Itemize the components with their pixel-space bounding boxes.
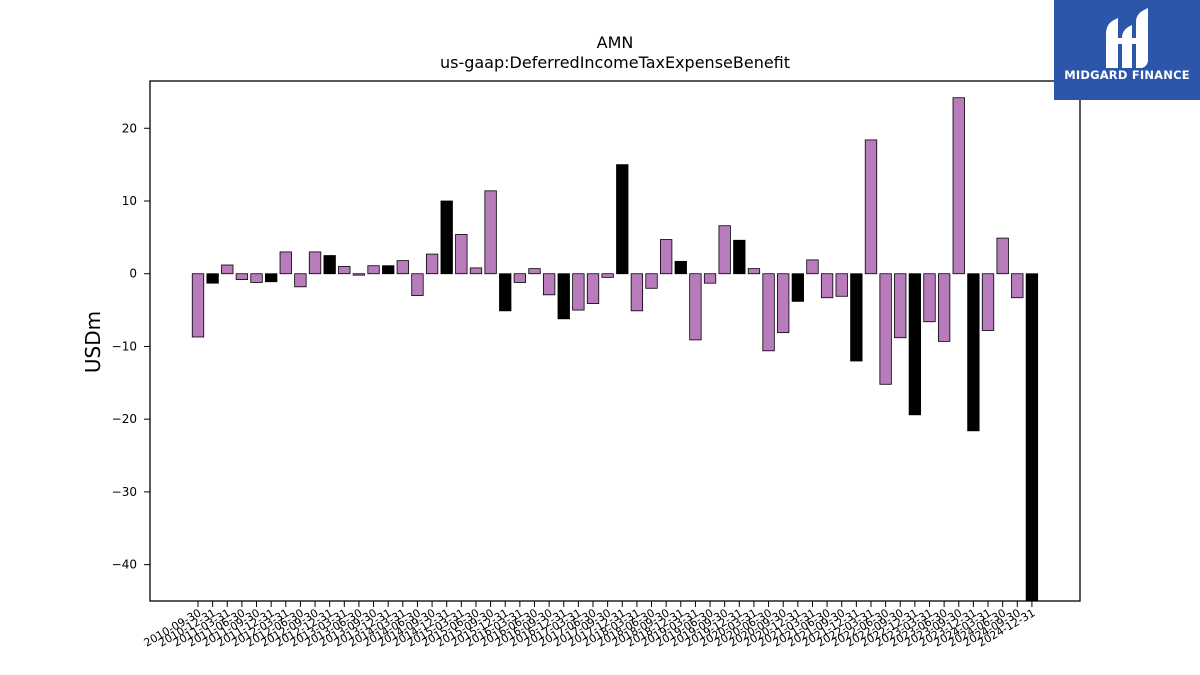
bars <box>191 97 1039 602</box>
bar-2021-12-31 <box>850 273 863 362</box>
bar-2021-03-31 <box>806 259 819 275</box>
plot-frame <box>149 80 1081 602</box>
bar-2019-06-30 <box>703 273 717 284</box>
chart-title: AMN <box>597 33 634 52</box>
bar-2014-12-31 <box>440 200 453 275</box>
midgard-finance-logo: MIDGARD FINANCE <box>1054 0 1200 100</box>
bar-2022-09-30 <box>894 273 907 339</box>
bar-2012-09-30 <box>308 251 322 275</box>
bar-2017-06-30 <box>586 273 600 304</box>
bar-2015-06-30 <box>469 267 483 275</box>
bar-2024-06-30 <box>996 237 1009 275</box>
bar-2012-03-31 <box>279 251 292 275</box>
bar-2015-12-31 <box>499 273 512 312</box>
bar-2022-06-30 <box>879 273 892 385</box>
y-tick-label: −30 <box>112 485 137 499</box>
bar-2021-09-30 <box>835 273 848 297</box>
bar-2023-12-31 <box>967 273 980 432</box>
bar-2019-12-31 <box>733 239 746 275</box>
y-ticks: −40 −30 −20 −10 0 10 20 <box>112 121 150 572</box>
y-tick-label: −20 <box>112 412 137 426</box>
bar-2011-03-31 <box>221 264 234 275</box>
bar-2011-09-30 <box>250 273 263 283</box>
bar-2015-03-31 <box>455 234 468 275</box>
bar-2018-06-30 <box>645 273 658 289</box>
y-tick-label: 10 <box>122 194 137 208</box>
bar-2021-06-30 <box>820 273 834 299</box>
bar-2016-06-30 <box>528 268 541 275</box>
y-tick-label: −40 <box>112 558 137 572</box>
bar-2020-09-30 <box>777 273 790 334</box>
bar-2020-12-31 <box>791 273 804 302</box>
midgard-logo-mark-icon <box>1106 8 1148 68</box>
bar-2022-03-31 <box>864 139 878 275</box>
bar-2020-06-30 <box>762 273 775 352</box>
bar-2020-03-31 <box>747 268 761 275</box>
bar-2024-09-30 <box>1011 273 1024 299</box>
y-axis-label: USDm <box>81 311 105 373</box>
bar-2016-12-31 <box>557 273 570 320</box>
bar-2012-12-31 <box>323 255 336 275</box>
bar-2013-12-31 <box>382 265 395 275</box>
bar-2018-09-30 <box>660 239 673 275</box>
y-tick-label: 0 <box>129 267 137 281</box>
bar-2013-03-31 <box>338 266 351 275</box>
bar-2019-03-31 <box>689 273 702 341</box>
bar-2015-09-30 <box>484 190 497 275</box>
bar-2023-09-30 <box>952 97 965 275</box>
y-tick-label: 20 <box>122 121 137 135</box>
bar-2016-03-31 <box>513 273 527 283</box>
chart-subtitle: us-gaap:DeferredIncomeTaxExpenseBenefit <box>440 53 790 72</box>
bar-2010-09-30 <box>191 273 205 338</box>
bar-2018-03-31 <box>630 273 644 312</box>
bar-2013-09-30 <box>367 265 380 275</box>
bar-2022-12-31 <box>908 273 922 416</box>
bar-2017-12-31 <box>616 164 629 275</box>
bar-2017-03-31 <box>572 273 585 311</box>
bar-2017-09-30 <box>601 273 614 278</box>
bar-2012-06-30 <box>294 273 307 288</box>
bar-2010-12-31 <box>206 273 219 284</box>
bar-2024-03-31 <box>981 273 995 331</box>
bar-2023-03-31 <box>923 273 936 323</box>
bar-2011-06-30 <box>235 273 249 280</box>
bar-2024-12-31 <box>1025 273 1039 602</box>
bar-2014-09-30 <box>425 253 439 275</box>
bar-2018-12-31 <box>674 260 687 275</box>
brand-name: MIDGARD FINANCE <box>1064 68 1190 82</box>
bar-2014-03-31 <box>396 260 409 275</box>
bar-2019-09-30 <box>718 225 731 275</box>
x-ticks: 2010-09-302010-12-312011-03-312011-06-30… <box>142 601 1037 650</box>
bar-2014-06-30 <box>411 273 424 296</box>
bar-2013-06-30 <box>352 273 366 276</box>
y-tick-label: −10 <box>112 339 137 353</box>
bar-2011-12-31 <box>264 273 278 283</box>
bar-2016-09-30 <box>542 273 556 296</box>
bar-2023-06-30 <box>937 273 951 342</box>
